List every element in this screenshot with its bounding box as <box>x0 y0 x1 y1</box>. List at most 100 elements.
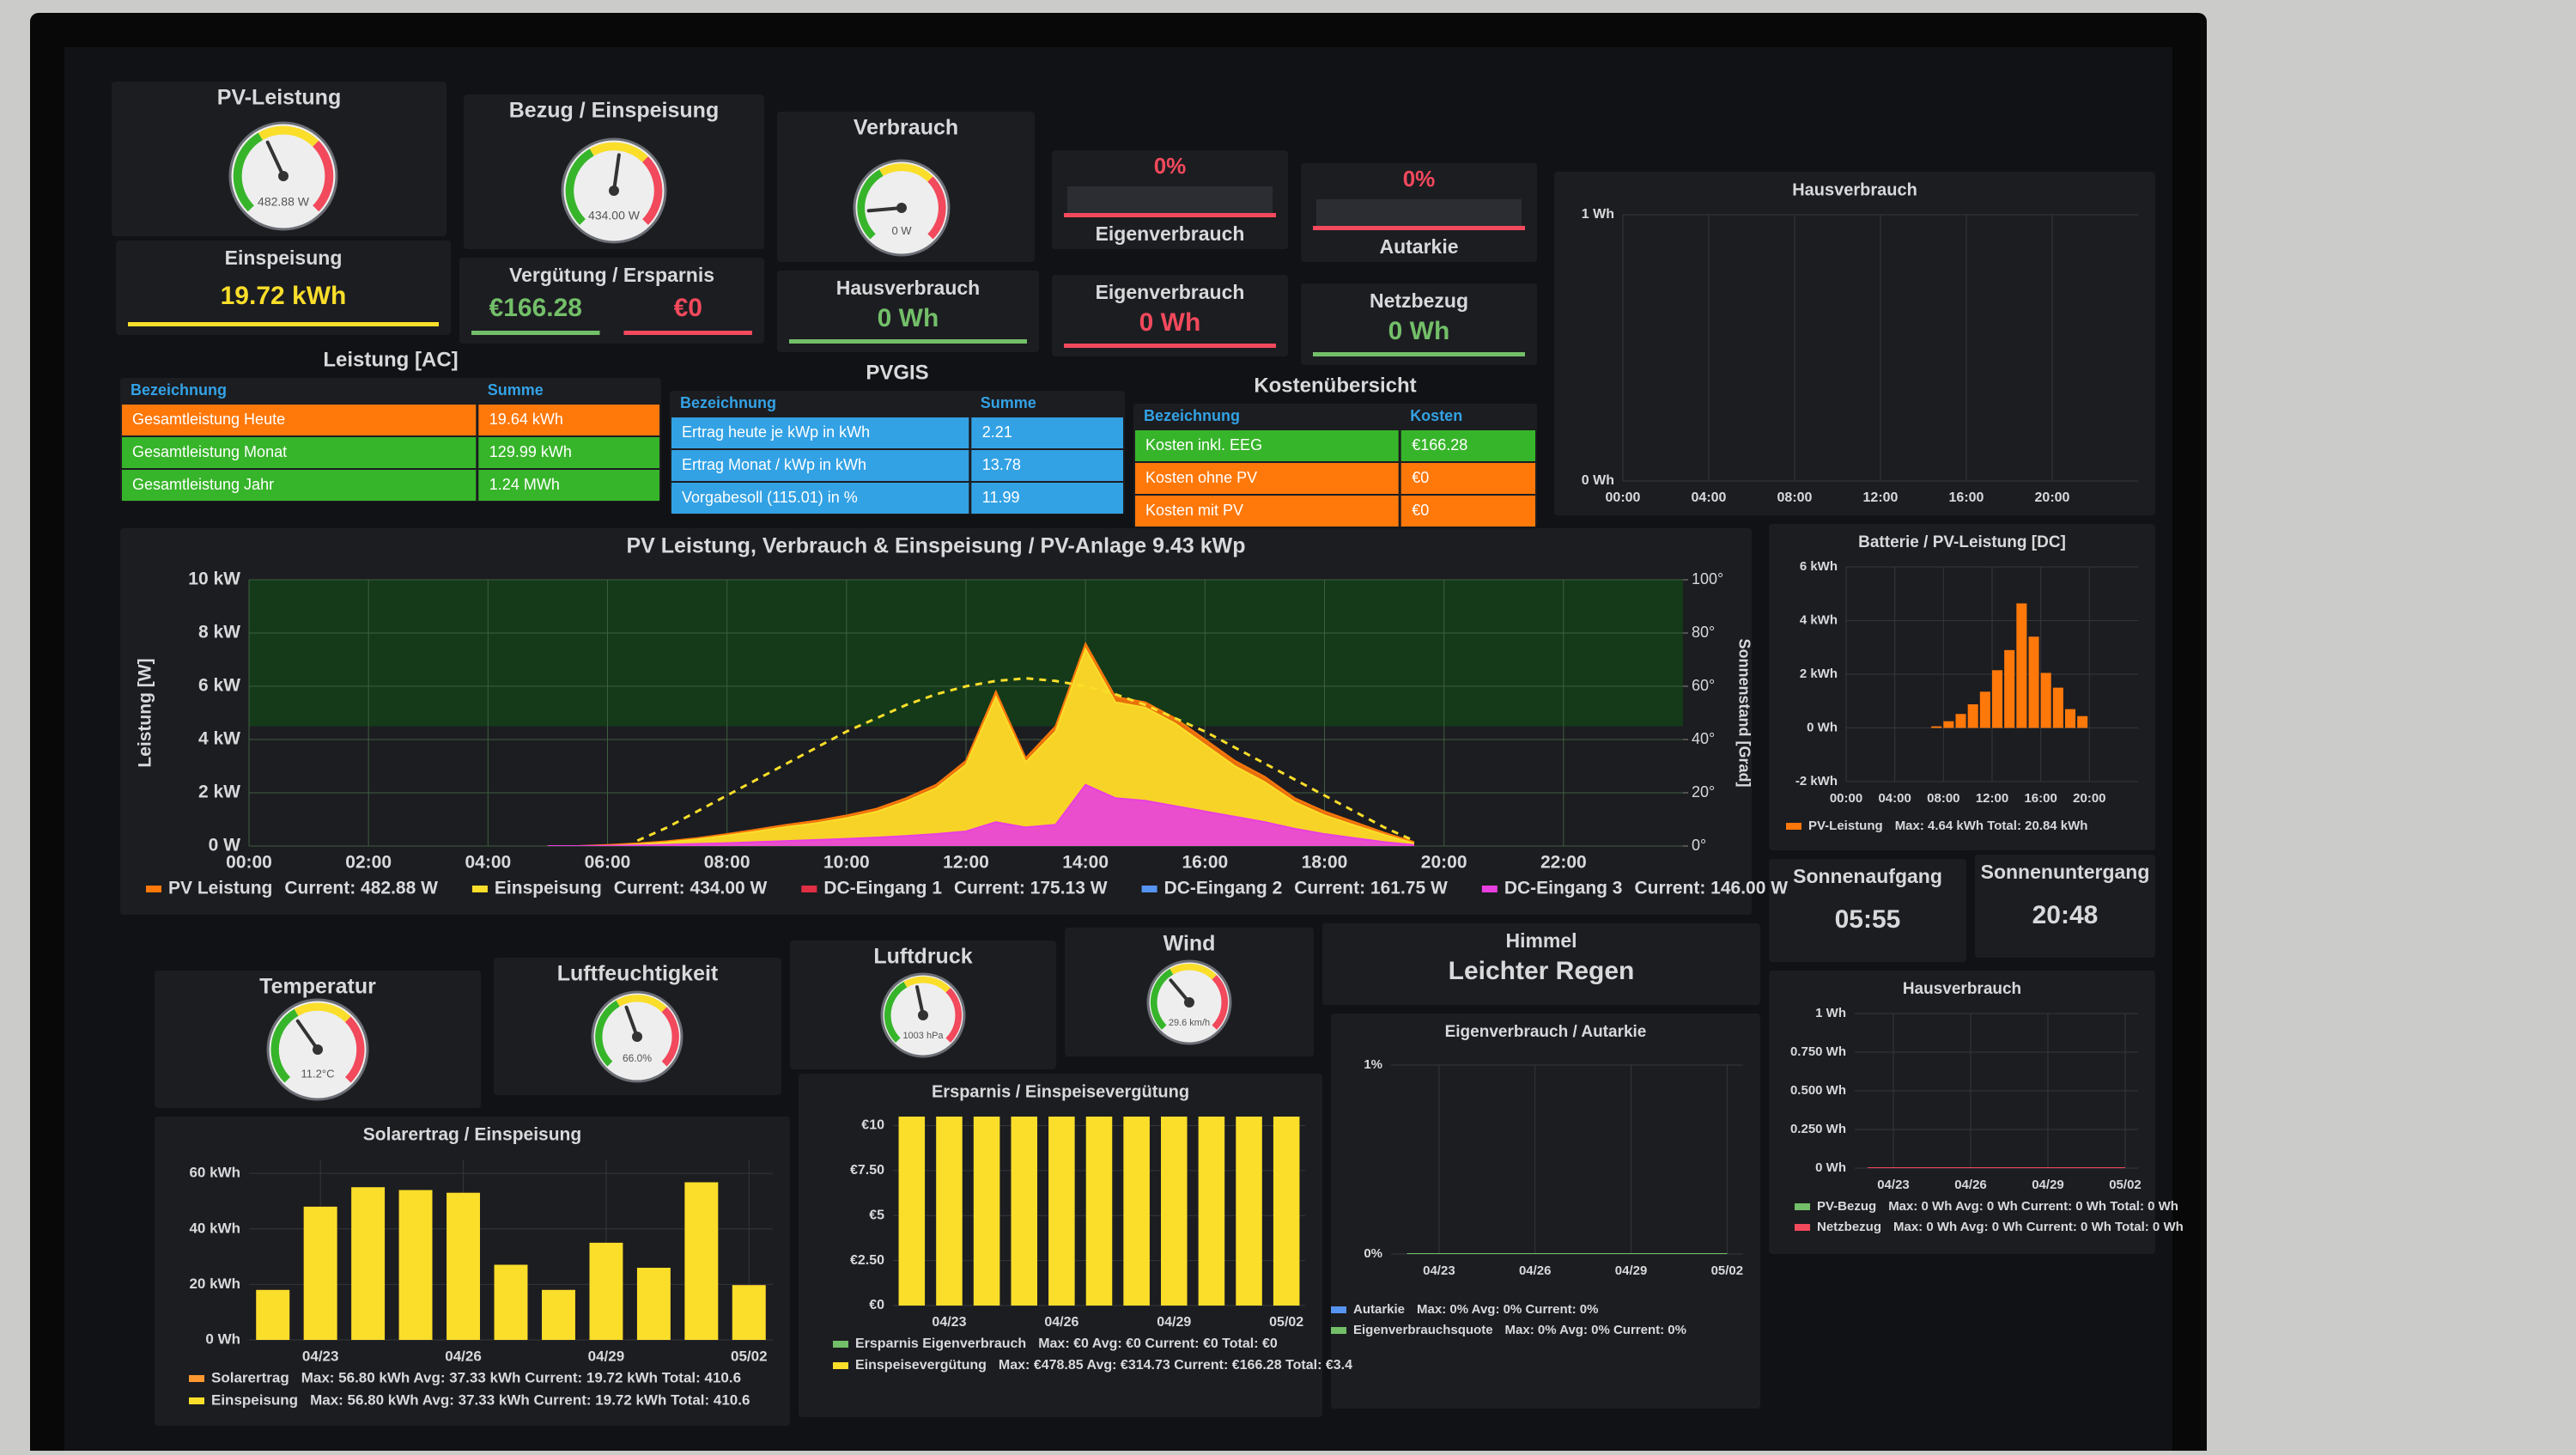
x-tick-label: 04/29 <box>2032 1178 2064 1192</box>
table-cell: €0 <box>1412 502 1429 519</box>
gauge-needle <box>612 153 621 192</box>
gauge-band <box>1150 968 1174 1030</box>
gauge-title: Luftfeuchtigkeit <box>557 962 719 986</box>
gauge-needle <box>295 1019 319 1051</box>
legend-stats: Max: €0 Avg: €0 Current: €0 Total: €0 <box>1038 1336 1278 1351</box>
y-tick-label: €2.50 <box>850 1253 884 1268</box>
bar <box>542 1289 575 1340</box>
bar <box>494 1264 528 1340</box>
table-row <box>671 483 1123 514</box>
x-tick-label: 05/02 <box>1711 1263 1744 1278</box>
gauge-band <box>258 125 319 147</box>
y-tick-label: 10 kW <box>188 569 240 589</box>
table-row <box>671 417 1123 448</box>
x-tick-label: 14:00 <box>1062 853 1109 873</box>
y-tick-label: 0% <box>1364 1246 1382 1261</box>
y-tick-label: 1 Wh <box>1582 207 1614 222</box>
gauge-band <box>589 142 648 163</box>
y-tick-label: 0.750 Wh <box>1790 1044 1846 1059</box>
bar <box>398 1190 433 1340</box>
plot <box>1391 1064 1743 1255</box>
stat-bar <box>1313 226 1525 230</box>
y2-tick-label: 60° <box>1692 677 1715 694</box>
bar <box>1943 721 1954 728</box>
table-cell: Gesamtleistung Heute <box>132 411 285 428</box>
gauge-value: 0 W <box>891 224 912 237</box>
table-header: Bezeichnung <box>1144 407 1240 424</box>
line <box>547 642 1415 846</box>
gauge-value: 482.88 W <box>258 195 310 209</box>
gauge-band <box>294 1002 351 1023</box>
stat-value: 20:48 <box>2032 901 2099 929</box>
stat-value: 0 Wh <box>1388 317 1450 345</box>
y-tick-label: 4 kW <box>198 729 240 749</box>
gauge-hub <box>918 1010 928 1020</box>
legend-stats: Max: 4.64 kWh Total: 20.84 kWh <box>1895 819 2088 833</box>
y2-tick-label: 40° <box>1692 730 1715 747</box>
bar <box>589 1242 623 1340</box>
stat-bar <box>1064 344 1276 348</box>
gauge-hub <box>1184 997 1194 1008</box>
x-tick-label: 05/02 <box>731 1348 768 1364</box>
gauge-hub <box>896 203 907 213</box>
y-tick-label: 60 kWh <box>189 1165 240 1181</box>
table-cell: Ertrag heute je kWp in kWh <box>682 423 870 441</box>
x-tick-label: 04/29 <box>1157 1315 1191 1330</box>
y-tick-label: 2 kWh <box>1800 667 1838 681</box>
legend-swatch <box>189 1375 204 1382</box>
legend-stats: Current: 482.88 W <box>284 879 438 898</box>
gauge-value: 434.00 W <box>588 209 641 222</box>
panel <box>1331 1014 1760 1409</box>
bar <box>2065 709 2076 728</box>
table-cell: 1.24 MWh <box>489 476 560 493</box>
x-tick-label: 22:00 <box>1540 853 1587 873</box>
gauge-band <box>616 995 667 1013</box>
bar <box>351 1187 386 1340</box>
y-tick-label: 40 kWh <box>189 1220 240 1236</box>
x-tick-label: 12:00 <box>943 853 989 873</box>
gauge-band <box>1212 975 1229 1030</box>
y-tick-label: 0 Wh <box>205 1330 240 1347</box>
chart-title: Solarertrag / Einspeisung <box>363 1125 581 1145</box>
table-cell: Ertrag Monat / kWp in kWh <box>682 456 866 473</box>
table-cell: Kosten mit PV <box>1145 502 1243 519</box>
stat-bar <box>1064 213 1276 217</box>
x-tick-label: 16:00 <box>2024 791 2057 806</box>
legend-swatch <box>1786 823 1801 830</box>
table-cell: Kosten ohne PV <box>1145 469 1257 486</box>
x-tick-label: 04:00 <box>465 853 511 873</box>
y-tick-label: 0 W <box>209 836 241 855</box>
table-cell: €166.28 <box>1412 436 1467 454</box>
bar <box>1979 691 1990 728</box>
table-cell: 19.64 kWh <box>489 411 563 428</box>
table-cell: Gesamtleistung Monat <box>132 443 287 460</box>
gauge-needle <box>624 1005 639 1038</box>
gauge-hub <box>609 186 619 196</box>
legend-stats: Max: 56.80 kWh Avg: 37.33 kWh Current: 1… <box>310 1391 750 1408</box>
table-cell: 11.99 <box>982 489 1020 506</box>
y-tick-label: 2 kW <box>198 782 240 802</box>
stat-bar <box>1313 352 1525 356</box>
x-tick-label: 08:00 <box>1927 791 1959 806</box>
legend-stats: Current: 146.00 W <box>1634 879 1788 898</box>
bar <box>1955 714 1966 728</box>
panel <box>459 258 764 344</box>
gauge-title: PV-Leistung <box>217 86 341 110</box>
x-tick-label: 00:00 <box>1606 490 1641 505</box>
panel <box>1769 859 1966 962</box>
bar <box>898 1117 926 1306</box>
table-row <box>1135 463 1535 494</box>
stat-title: Vergütung / Ersparnis <box>509 264 714 286</box>
chart-title: Ersparnis / Einspeisevergütung <box>932 1082 1189 1101</box>
x-tick-label: 04/23 <box>932 1315 966 1330</box>
gauge-band <box>595 1000 620 1067</box>
table-cell: 129.99 kWh <box>489 443 572 460</box>
stat-bar <box>128 322 439 326</box>
bar <box>2016 603 2027 728</box>
bar <box>1198 1117 1225 1306</box>
table-row <box>1135 496 1535 527</box>
x-tick-label: 04/26 <box>1044 1315 1078 1330</box>
legend-label: Ersparnis Eigenverbrauch <box>855 1336 1026 1351</box>
gauge-band <box>313 140 334 212</box>
